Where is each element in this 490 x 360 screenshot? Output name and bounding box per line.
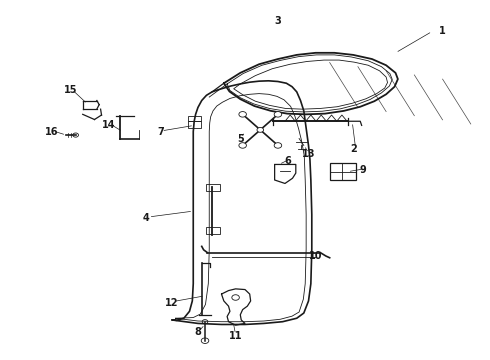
Text: 9: 9 — [359, 165, 366, 175]
Text: 5: 5 — [237, 134, 244, 144]
Text: 10: 10 — [309, 251, 322, 261]
Text: 11: 11 — [229, 330, 243, 341]
Text: 13: 13 — [302, 149, 315, 159]
Circle shape — [274, 112, 282, 117]
Text: 8: 8 — [195, 327, 201, 337]
Text: 4: 4 — [143, 213, 149, 223]
Circle shape — [257, 127, 264, 132]
Text: 3: 3 — [274, 16, 281, 26]
Text: 1: 1 — [439, 26, 446, 36]
Text: 2: 2 — [350, 144, 357, 154]
Text: 15: 15 — [64, 85, 78, 95]
Circle shape — [274, 143, 282, 148]
Text: 6: 6 — [284, 156, 291, 166]
Circle shape — [239, 112, 246, 117]
Text: 16: 16 — [46, 127, 59, 136]
Circle shape — [201, 338, 209, 343]
Text: 14: 14 — [102, 120, 115, 130]
Text: 7: 7 — [157, 127, 164, 136]
Circle shape — [202, 320, 208, 324]
Text: 12: 12 — [165, 298, 179, 308]
Circle shape — [232, 295, 239, 300]
Circle shape — [73, 133, 78, 137]
Circle shape — [239, 143, 246, 148]
